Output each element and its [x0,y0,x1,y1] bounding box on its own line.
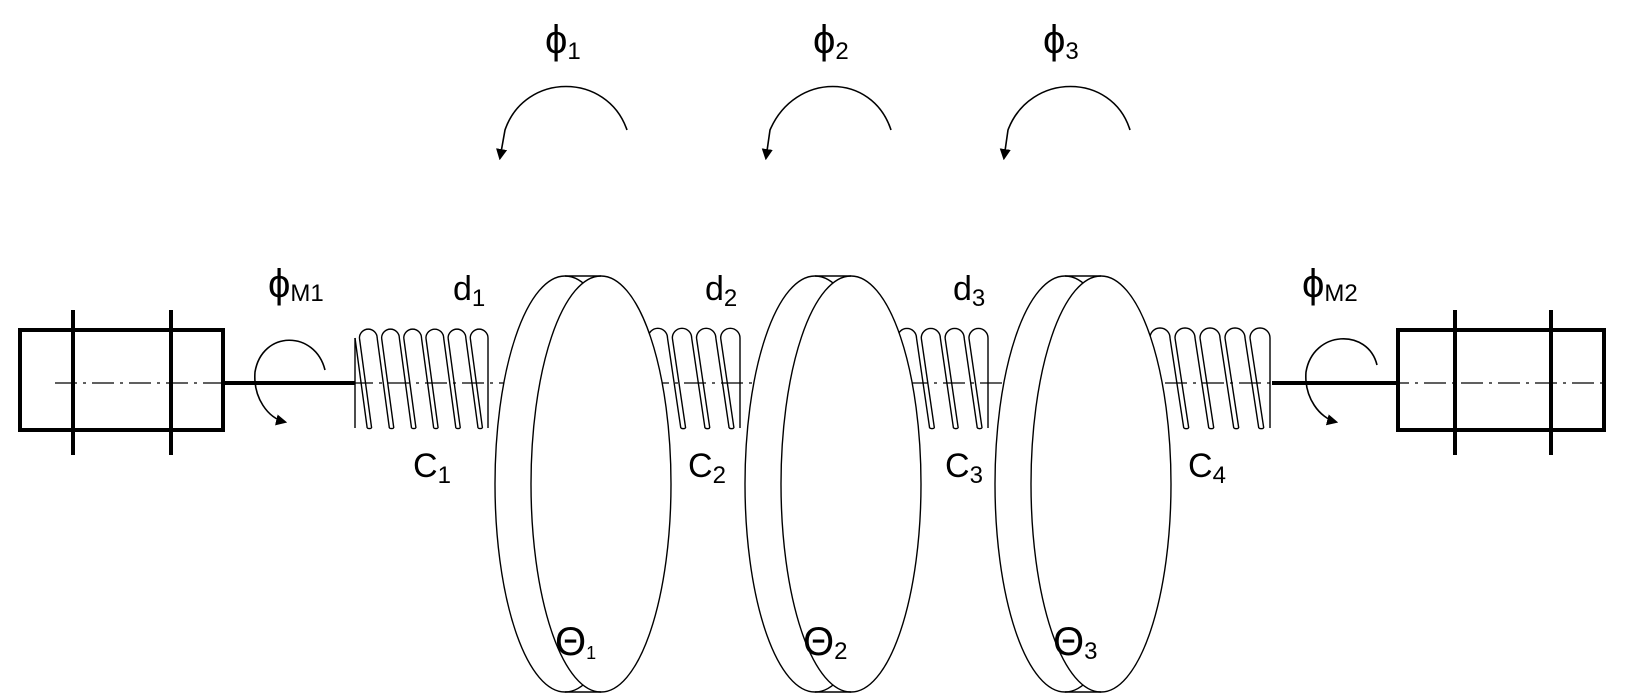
disk-3-front [1030,275,1172,693]
disk-3 [994,275,1172,693]
d-3-label: d3 [953,270,985,312]
disk-2-front [780,275,922,693]
disk-1 [494,275,672,693]
c-1-label: C1 [413,447,451,489]
phi-3-label: ϕ3 [1043,18,1079,65]
spring-1-coil [354,328,489,430]
phi-m2-label: ϕM2 [1302,262,1358,307]
phi-2-label: ϕ2 [813,18,849,65]
phi-1-label: ϕ1 [545,18,581,65]
theta-1-label: Θ1 [555,620,596,664]
c-4-label: C4 [1188,447,1226,489]
spring-1 [354,328,489,430]
left-motor [18,310,225,455]
rotation-arrow-2 [761,85,892,161]
rotation-arrow-m2 [1305,338,1378,426]
d-1-label: d1 [453,270,485,312]
disk-2 [744,275,922,693]
phi-m1-label: ϕM1 [268,262,324,307]
d-2-label: d2 [705,270,737,312]
right-motor [1396,310,1606,455]
theta-2-label: Θ2 [803,620,847,665]
c-2-label: C2 [688,447,726,489]
disk-1-front [530,275,672,693]
right-motor-body [1396,328,1606,432]
c-3-label: C3 [945,447,983,489]
rotation-arrow-3 [999,85,1131,161]
rotation-arrow-1 [496,85,628,161]
left-motor-body [18,328,225,432]
theta-3-label: Θ3 [1053,620,1097,665]
rotation-arrow-m1 [254,339,326,426]
